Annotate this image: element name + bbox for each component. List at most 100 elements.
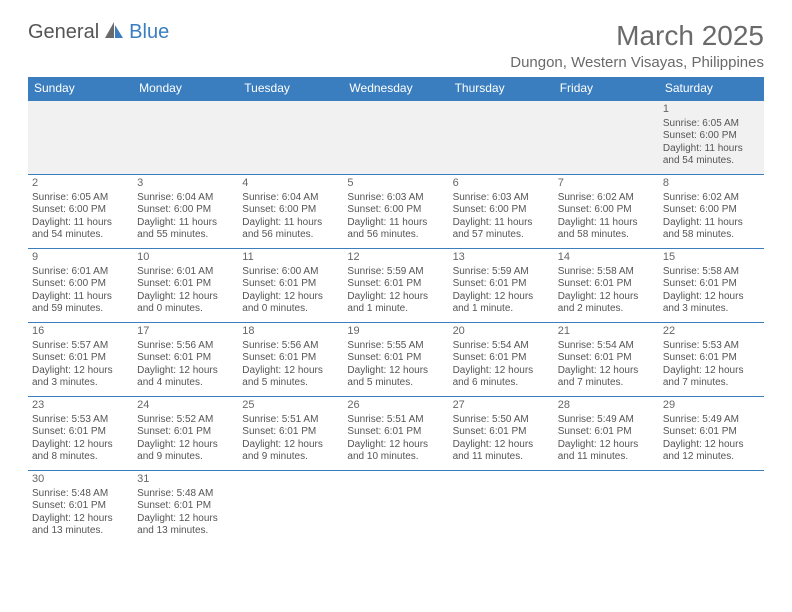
day-number: 18 — [242, 325, 339, 339]
sunrise-text: Sunrise: 5:58 AM — [558, 266, 655, 279]
day-number: 23 — [32, 399, 129, 413]
day-number: 3 — [137, 177, 234, 191]
sunrise-text: Sunrise: 5:56 AM — [242, 340, 339, 353]
daylight-text: Daylight: 11 hours and 57 minutes. — [453, 217, 550, 242]
calendar-day — [343, 100, 448, 174]
sunrise-text: Sunrise: 5:59 AM — [347, 266, 444, 279]
daylight-text: Daylight: 12 hours and 6 minutes. — [453, 365, 550, 390]
daylight-text: Daylight: 12 hours and 11 minutes. — [453, 439, 550, 464]
day-number: 27 — [453, 399, 550, 413]
calendar-day: 28Sunrise: 5:49 AMSunset: 6:01 PMDayligh… — [554, 396, 659, 470]
day-number: 21 — [558, 325, 655, 339]
daylight-text: Daylight: 12 hours and 7 minutes. — [663, 365, 760, 390]
calendar-day: 11Sunrise: 6:00 AMSunset: 6:01 PMDayligh… — [238, 248, 343, 322]
daylight-text: Daylight: 11 hours and 59 minutes. — [32, 291, 129, 316]
daylight-text: Daylight: 12 hours and 4 minutes. — [137, 365, 234, 390]
calendar-day: 12Sunrise: 5:59 AMSunset: 6:01 PMDayligh… — [343, 248, 448, 322]
day-number: 20 — [453, 325, 550, 339]
day-number: 25 — [242, 399, 339, 413]
sunrise-text: Sunrise: 5:52 AM — [137, 414, 234, 427]
weekday-header: Thursday — [449, 77, 554, 100]
sunset-text: Sunset: 6:01 PM — [663, 352, 760, 365]
sunset-text: Sunset: 6:01 PM — [137, 352, 234, 365]
daylight-text: Daylight: 11 hours and 58 minutes. — [558, 217, 655, 242]
calendar-day: 23Sunrise: 5:53 AMSunset: 6:01 PMDayligh… — [28, 396, 133, 470]
calendar-day: 29Sunrise: 5:49 AMSunset: 6:01 PMDayligh… — [659, 396, 764, 470]
daylight-text: Daylight: 12 hours and 3 minutes. — [32, 365, 129, 390]
day-number: 2 — [32, 177, 129, 191]
daylight-text: Daylight: 12 hours and 10 minutes. — [347, 439, 444, 464]
calendar-day: 25Sunrise: 5:51 AMSunset: 6:01 PMDayligh… — [238, 396, 343, 470]
header: General Blue March 2025 Dungon, Western … — [28, 20, 764, 71]
sunrise-text: Sunrise: 6:03 AM — [453, 192, 550, 205]
sunrise-text: Sunrise: 5:49 AM — [663, 414, 760, 427]
sunrise-text: Sunrise: 5:51 AM — [347, 414, 444, 427]
sunrise-text: Sunrise: 5:51 AM — [242, 414, 339, 427]
sunrise-text: Sunrise: 5:57 AM — [32, 340, 129, 353]
sunset-text: Sunset: 6:00 PM — [242, 204, 339, 217]
calendar-day: 17Sunrise: 5:56 AMSunset: 6:01 PMDayligh… — [133, 322, 238, 396]
sunset-text: Sunset: 6:01 PM — [347, 426, 444, 439]
calendar-week: 1Sunrise: 6:05 AMSunset: 6:00 PMDaylight… — [28, 100, 764, 174]
sunset-text: Sunset: 6:01 PM — [242, 426, 339, 439]
logo-text-2: Blue — [129, 21, 169, 44]
calendar-week: 30Sunrise: 5:48 AMSunset: 6:01 PMDayligh… — [28, 470, 764, 544]
calendar-day — [659, 470, 764, 544]
daylight-text: Daylight: 12 hours and 1 minute. — [453, 291, 550, 316]
calendar-week: 23Sunrise: 5:53 AMSunset: 6:01 PMDayligh… — [28, 396, 764, 470]
calendar-day: 3Sunrise: 6:04 AMSunset: 6:00 PMDaylight… — [133, 174, 238, 248]
sunrise-text: Sunrise: 5:54 AM — [558, 340, 655, 353]
sunrise-text: Sunrise: 5:54 AM — [453, 340, 550, 353]
day-number: 30 — [32, 473, 129, 487]
sunrise-text: Sunrise: 6:05 AM — [32, 192, 129, 205]
day-number: 28 — [558, 399, 655, 413]
sunset-text: Sunset: 6:00 PM — [347, 204, 444, 217]
sunset-text: Sunset: 6:01 PM — [32, 426, 129, 439]
calendar-day: 18Sunrise: 5:56 AMSunset: 6:01 PMDayligh… — [238, 322, 343, 396]
day-number: 8 — [663, 177, 760, 191]
day-number: 17 — [137, 325, 234, 339]
sunset-text: Sunset: 6:01 PM — [32, 352, 129, 365]
calendar-day — [238, 470, 343, 544]
sunset-text: Sunset: 6:01 PM — [663, 278, 760, 291]
sunrise-text: Sunrise: 5:58 AM — [663, 266, 760, 279]
weekday-header: Saturday — [659, 77, 764, 100]
sunset-text: Sunset: 6:01 PM — [137, 500, 234, 513]
logo-sail-icon — [103, 20, 125, 45]
calendar-day: 24Sunrise: 5:52 AMSunset: 6:01 PMDayligh… — [133, 396, 238, 470]
day-number: 22 — [663, 325, 760, 339]
sunset-text: Sunset: 6:01 PM — [32, 500, 129, 513]
day-number: 10 — [137, 251, 234, 265]
calendar-day: 31Sunrise: 5:48 AMSunset: 6:01 PMDayligh… — [133, 470, 238, 544]
day-number: 24 — [137, 399, 234, 413]
sunrise-text: Sunrise: 6:02 AM — [558, 192, 655, 205]
sunset-text: Sunset: 6:01 PM — [558, 352, 655, 365]
weekday-header: Friday — [554, 77, 659, 100]
sunset-text: Sunset: 6:01 PM — [242, 278, 339, 291]
daylight-text: Daylight: 12 hours and 5 minutes. — [347, 365, 444, 390]
daylight-text: Daylight: 12 hours and 12 minutes. — [663, 439, 760, 464]
sunset-text: Sunset: 6:00 PM — [453, 204, 550, 217]
calendar-table: SundayMondayTuesdayWednesdayThursdayFrid… — [28, 77, 764, 544]
sunset-text: Sunset: 6:01 PM — [453, 352, 550, 365]
weekday-header: Sunday — [28, 77, 133, 100]
calendar-day: 1Sunrise: 6:05 AMSunset: 6:00 PMDaylight… — [659, 100, 764, 174]
sunrise-text: Sunrise: 6:05 AM — [663, 118, 760, 131]
weekday-header: Monday — [133, 77, 238, 100]
calendar-day: 15Sunrise: 5:58 AMSunset: 6:01 PMDayligh… — [659, 248, 764, 322]
sunset-text: Sunset: 6:01 PM — [347, 278, 444, 291]
daylight-text: Daylight: 12 hours and 13 minutes. — [137, 513, 234, 538]
daylight-text: Daylight: 12 hours and 11 minutes. — [558, 439, 655, 464]
calendar-day: 22Sunrise: 5:53 AMSunset: 6:01 PMDayligh… — [659, 322, 764, 396]
daylight-text: Daylight: 11 hours and 58 minutes. — [663, 217, 760, 242]
location: Dungon, Western Visayas, Philippines — [510, 54, 764, 71]
day-number: 1 — [663, 103, 760, 117]
calendar-week: 16Sunrise: 5:57 AMSunset: 6:01 PMDayligh… — [28, 322, 764, 396]
sunset-text: Sunset: 6:01 PM — [558, 426, 655, 439]
title-block: March 2025 Dungon, Western Visayas, Phil… — [510, 20, 764, 71]
calendar-day: 26Sunrise: 5:51 AMSunset: 6:01 PMDayligh… — [343, 396, 448, 470]
sunset-text: Sunset: 6:00 PM — [558, 204, 655, 217]
calendar-week: 9Sunrise: 6:01 AMSunset: 6:00 PMDaylight… — [28, 248, 764, 322]
sunrise-text: Sunrise: 5:59 AM — [453, 266, 550, 279]
daylight-text: Daylight: 11 hours and 55 minutes. — [137, 217, 234, 242]
